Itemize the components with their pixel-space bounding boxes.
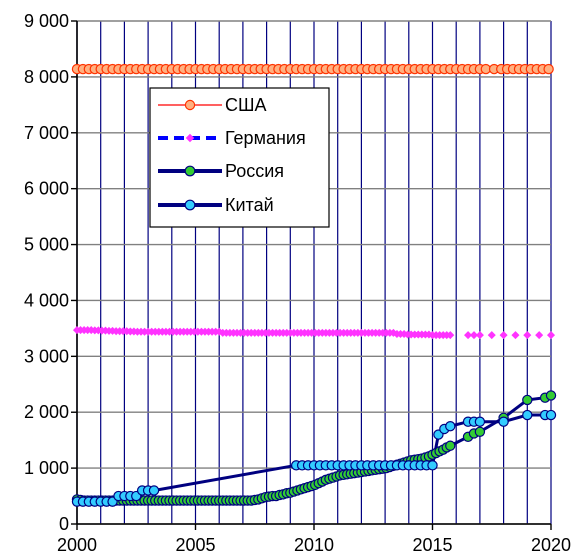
y-tick-label: 7 000 <box>24 123 69 143</box>
series-3-point <box>545 390 557 401</box>
legend-series-3-marker <box>184 165 196 177</box>
x-tick-label: 2015 <box>412 535 452 555</box>
series-4-point <box>474 416 486 427</box>
series-2-point <box>511 331 520 340</box>
x-tick-label: 2010 <box>294 535 334 555</box>
series-2-point <box>535 331 544 340</box>
y-tick-label: 6 000 <box>24 179 69 199</box>
legend-series-4-marker <box>184 199 196 211</box>
series-2-point <box>464 331 473 340</box>
series-2-point <box>499 331 508 340</box>
x-axis-ticks: 2000 2005 2010 2015 2020 <box>57 524 571 555</box>
y-tick-label: 3 000 <box>24 346 69 366</box>
legend-series-1-marker <box>184 99 196 111</box>
series-1-point <box>543 63 554 75</box>
series-4-point <box>522 409 533 421</box>
series-4-point <box>545 409 557 421</box>
y-axis-ticks: 0 1 000 2 000 3 000 4 000 5 000 6 000 7 000 8 00… <box>24 11 77 534</box>
series-4-point <box>148 485 160 496</box>
x-tick-label: 2020 <box>531 535 571 555</box>
series-3-point <box>522 394 533 406</box>
series-2-point <box>475 331 484 340</box>
legend-items: США Германия Россия Китай <box>158 95 306 215</box>
series-2-point <box>469 331 478 340</box>
series-2-point <box>523 331 532 340</box>
legend-series-4-label: Китай <box>225 195 274 215</box>
y-tick-label: 8 000 <box>24 67 69 87</box>
series-3-point <box>445 440 456 451</box>
legend: США Германия Россия Китай <box>149 87 330 228</box>
y-tick-label: 5 000 <box>24 235 69 255</box>
legend-series-2-label: Германия <box>225 128 306 148</box>
legend-series-3-label: Россия <box>225 161 284 181</box>
y-tick-label: 2 000 <box>24 402 69 422</box>
series-2-point <box>446 331 455 340</box>
legend-series-2-marker <box>185 133 195 143</box>
series-2-point <box>546 331 556 340</box>
x-tick-label: 2005 <box>175 535 215 555</box>
series-markers <box>71 63 557 507</box>
x-tick-label: 2000 <box>57 535 97 555</box>
y-tick-label: 1 000 <box>24 458 69 478</box>
y-tick-label: 4 000 <box>24 290 69 310</box>
legend-series-1-label: США <box>225 95 267 115</box>
y-tick-label: 9 000 <box>24 11 69 31</box>
series-4-point <box>445 420 456 432</box>
series-2-point <box>487 331 496 340</box>
series-4-point <box>427 460 438 471</box>
series-3-point <box>474 426 486 437</box>
series-4-point <box>498 416 509 427</box>
y-tick-label: 0 <box>59 514 69 534</box>
